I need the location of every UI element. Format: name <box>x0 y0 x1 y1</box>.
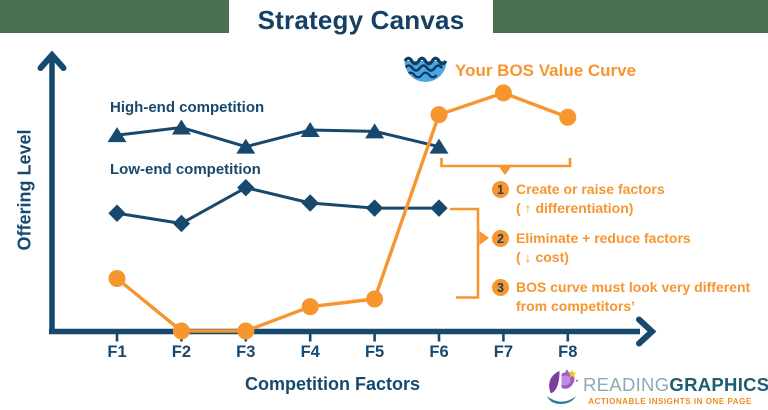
triangle-marker <box>429 138 449 154</box>
diamond-marker <box>172 214 191 233</box>
series-label-bos-curve: Your BOS Value Curve <box>455 60 637 80</box>
triangle-marker <box>171 119 191 135</box>
x-tick-label: F8 <box>558 343 577 361</box>
annotation-number-badge: 3 <box>492 279 509 296</box>
bracket-eliminate-reduce <box>450 207 480 299</box>
page-title: Strategy Canvas <box>257 4 465 35</box>
diamond-marker <box>430 199 448 217</box>
circle-marker <box>172 322 190 340</box>
annotation-text: Create or raise factors ( ↑ differentiat… <box>516 181 665 216</box>
annotation-bos-different: 3 BOS curve must look very different fro… <box>492 278 750 315</box>
x-tick-label: F5 <box>365 343 384 361</box>
triangle-marker <box>300 122 320 138</box>
series-label-low-end: Low-end competition <box>110 161 261 178</box>
annotation-text: BOS curve must look very different from … <box>516 279 751 314</box>
brace-down-pointer <box>498 165 512 175</box>
circle-marker <box>366 290 384 308</box>
brand-tagline: ACTIONABLE INSIGHTS IN ONE PAGE <box>588 397 752 406</box>
x-tick-label: F6 <box>429 343 448 361</box>
brand-name: READINGGRAPHICS <box>583 374 768 396</box>
brace-create-raise <box>440 158 572 168</box>
circle-marker <box>430 106 448 124</box>
y-axis-arrowhead <box>37 50 67 71</box>
y-axis-label: Offering Level <box>14 129 35 251</box>
circle-marker <box>559 108 577 126</box>
x-tick-label: F1 <box>107 343 126 361</box>
x-tick-label: F7 <box>494 343 513 361</box>
x-tick-label: F2 <box>172 343 191 361</box>
circle-marker <box>237 322 255 340</box>
bos-legend: Your BOS Value Curve <box>403 53 636 88</box>
annotation-create-raise: 1 Create or raise factors ( ↑ differenti… <box>492 180 665 217</box>
title-box: Strategy Canvas <box>229 0 493 40</box>
annotation-eliminate-reduce: 2 Eliminate + reduce factors ( ↓ cost) <box>492 229 691 266</box>
annotation-text: Eliminate + reduce factors ( ↓ cost) <box>516 230 691 265</box>
annotation-number-badge: 1 <box>492 181 509 198</box>
diamond-marker <box>365 199 384 217</box>
readinggraphics-branding: READINGGRAPHICS ACTIONABLE INSIGHTS IN O… <box>544 368 768 406</box>
triangle-marker <box>236 138 256 154</box>
triangle-marker <box>107 127 127 143</box>
series-line-triangle <box>116 125 440 149</box>
series-line-diamond <box>116 186 439 225</box>
readinggraphics-logo-icon <box>546 369 579 404</box>
brand-name-reading: READING <box>583 374 670 395</box>
series-label-high-end: High-end competition <box>110 99 265 116</box>
x-tick-label: F4 <box>301 343 321 361</box>
x-axis-arrowhead <box>636 316 657 347</box>
bracket-right-pointer <box>479 231 489 245</box>
circle-marker <box>494 84 512 102</box>
brand-name-graphics: GRAPHICS <box>669 374 768 395</box>
circle-marker <box>301 298 319 316</box>
circle-marker <box>108 270 126 288</box>
water-wave-icon <box>403 56 448 82</box>
x-axis-label: Competition Factors <box>244 374 420 394</box>
x-tick-label: F3 <box>236 343 255 361</box>
brand-text: READINGGRAPHICS ACTIONABLE INSIGHTS IN O… <box>583 374 768 406</box>
triangle-marker <box>365 123 385 139</box>
diamond-marker <box>237 178 255 197</box>
diamond-marker <box>301 194 319 212</box>
series-line-circle <box>115 91 569 333</box>
annotation-number-badge: 2 <box>492 230 509 247</box>
diamond-marker <box>108 204 126 222</box>
